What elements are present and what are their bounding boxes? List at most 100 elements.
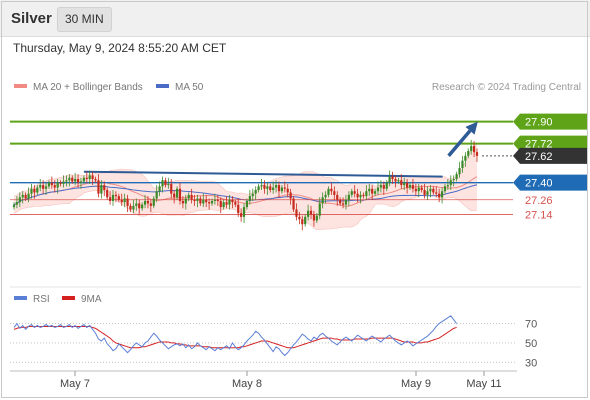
candle-body	[394, 179, 397, 182]
candle-body	[274, 185, 278, 188]
candle-body	[324, 194, 327, 198]
candle-body	[117, 196, 120, 200]
candle-body	[74, 179, 77, 182]
x-tick-label: May 7	[60, 378, 90, 390]
candle-body	[143, 200, 147, 205]
candle-body	[382, 185, 385, 189]
candle-body	[388, 176, 391, 183]
candle-body	[42, 185, 45, 189]
candle-body	[251, 193, 254, 197]
candle-body	[44, 186, 48, 189]
candle-body	[403, 182, 406, 186]
candle-body	[82, 177, 85, 182]
candle-body	[307, 210, 310, 217]
candle-body	[464, 155, 467, 161]
candle-body	[312, 214, 316, 221]
candle-body	[132, 205, 135, 210]
pivot-price-tag	[513, 174, 587, 191]
candle-body	[397, 180, 400, 182]
bollinger-lower	[13, 190, 478, 231]
ma20-legend-label: MA 20 + Bollinger Bands	[33, 82, 143, 93]
candle-body	[455, 174, 458, 180]
candle-body	[435, 192, 438, 194]
x-tick-label: May 8	[232, 378, 262, 390]
candle-body	[432, 188, 435, 193]
rsi-ma-legend-swatch	[62, 296, 75, 300]
rsi-tick-label: 30	[525, 357, 537, 369]
rsi-legend-label: RSI	[33, 294, 50, 305]
ma50-legend-swatch	[156, 84, 169, 88]
candle-body	[443, 186, 447, 192]
candle-body	[161, 180, 164, 187]
candles	[12, 139, 479, 231]
candle-body	[368, 188, 371, 192]
candle-body	[359, 194, 362, 198]
timeframe-badge[interactable]: 30 MIN	[57, 7, 112, 32]
candle-body	[254, 190, 257, 194]
rsi-legend-swatch	[14, 296, 27, 300]
candle-body	[91, 175, 94, 180]
candle-body	[449, 180, 452, 186]
candle-body	[170, 183, 173, 194]
candle-body	[146, 200, 150, 204]
resistance-price-tag	[513, 135, 587, 152]
candle-body	[309, 210, 313, 215]
candle-body	[426, 191, 429, 195]
candle-body	[123, 198, 126, 203]
candle-body	[470, 146, 473, 151]
ma50-legend-label: MA 50	[175, 82, 204, 93]
candle-body	[391, 176, 394, 180]
candle-body	[175, 188, 179, 198]
candle-body	[289, 192, 292, 199]
candle-body	[353, 191, 356, 194]
candle-body	[237, 204, 240, 214]
candle-body	[59, 182, 62, 184]
candle-body	[376, 187, 380, 192]
candle-body	[339, 199, 342, 204]
candle-body	[50, 182, 53, 186]
candle-body	[210, 200, 214, 204]
candle-body	[461, 160, 464, 169]
candle-body	[15, 202, 19, 205]
support-label: 27.14	[525, 209, 553, 221]
candle-body	[208, 202, 211, 204]
candle-body	[225, 202, 228, 205]
candle-body	[240, 213, 243, 217]
candle-body	[39, 185, 42, 188]
candle-body	[318, 203, 321, 216]
rsi-line	[13, 315, 458, 357]
candle-body	[141, 204, 144, 209]
candle-body	[475, 152, 479, 156]
candle-body	[27, 193, 30, 199]
candle-body	[341, 203, 345, 205]
candle-body	[103, 185, 106, 190]
candle-body	[213, 199, 217, 201]
candle-body	[108, 197, 112, 201]
candle-body	[298, 216, 301, 220]
rsi-tick-label: 50	[525, 338, 537, 350]
candle-body	[330, 188, 333, 192]
candle-body	[97, 180, 100, 194]
candle-body	[292, 198, 295, 210]
candle-body	[196, 198, 199, 201]
credit-text: Research © 2024 Trading Central	[432, 82, 581, 93]
candle-body	[231, 199, 234, 203]
trendline	[83, 170, 443, 178]
candle-body	[365, 191, 368, 197]
candle-body	[438, 193, 441, 198]
candle-body	[234, 202, 237, 205]
candle-body	[280, 187, 283, 192]
candle-body	[30, 188, 33, 194]
candle-body	[53, 185, 56, 188]
candle-body	[344, 199, 348, 205]
candle-body	[12, 204, 16, 208]
candle-body	[321, 197, 324, 204]
candle-body	[356, 193, 359, 198]
candle-body	[62, 181, 65, 184]
candle-body	[111, 194, 115, 201]
candle-body	[411, 185, 415, 189]
candle-body	[272, 187, 275, 190]
candle-body	[222, 202, 225, 208]
